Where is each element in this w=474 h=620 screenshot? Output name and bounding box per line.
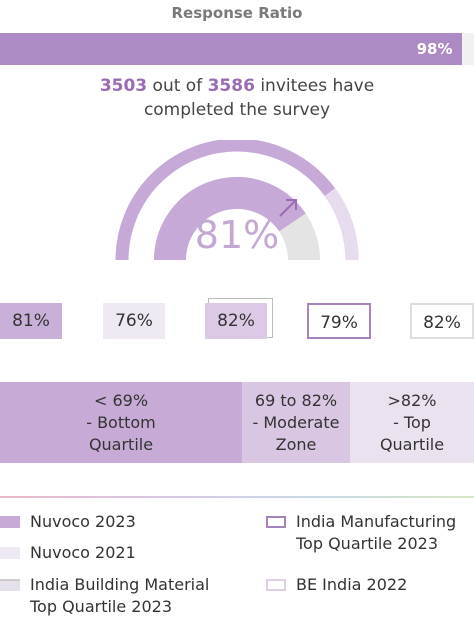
legend-label: India Manufacturing Top Quartile 2023 [296, 511, 456, 555]
band-text: - Moderate [252, 412, 340, 432]
band-text: - Bottom [86, 412, 156, 432]
band-text: Quartile [379, 434, 445, 454]
progress-label: 98% [416, 40, 453, 58]
band-text: 69 to 82% [254, 390, 338, 410]
summary-text: out of [152, 76, 203, 96]
band-text: < 69% [93, 390, 149, 410]
gauge: 81% [115, 140, 359, 261]
legend-swatch [0, 547, 20, 559]
legend-label: Nuvoco 2023 [30, 512, 136, 531]
invitees: 3586 [207, 76, 255, 96]
legend-label: Nuvoco 2021 [30, 543, 136, 562]
gauge-fill [154, 177, 306, 261]
summary-text: completed the survey [143, 100, 331, 120]
band-text: >82% [387, 390, 437, 410]
band-text: Quartile [88, 434, 154, 454]
band: 69 to 82% - Moderate Zone [242, 382, 350, 463]
score-box: 82% [205, 303, 267, 339]
progress-bar: 98% [0, 33, 465, 65]
legend-text: Top Quartile 2023 [30, 597, 173, 616]
summary-line: 3503 out of 3586 invitees have [0, 76, 474, 96]
legend-text: Top Quartile 2023 [296, 534, 439, 553]
gauge-outer-end [324, 188, 359, 261]
band: < 69% - Bottom Quartile [0, 382, 242, 463]
respondents: 3503 [99, 76, 148, 96]
legend-label: India Building Material Top Quartile 202… [30, 574, 209, 618]
band-text: - Top [393, 412, 431, 432]
legend-swatch [266, 516, 286, 528]
legend-swatch [266, 579, 286, 591]
score-box: 81% [0, 303, 62, 339]
legend-label: BE India 2022 [296, 575, 408, 594]
legend-swatch [0, 579, 20, 591]
title: Response Ratio [171, 4, 303, 22]
progress-track: 98% [0, 33, 465, 65]
progress-track-end [462, 33, 474, 65]
arrow-icon [279, 199, 297, 217]
band: >82% - Top Quartile [350, 382, 474, 463]
legend-text: India Manufacturing [296, 512, 457, 531]
legend-swatch [0, 516, 20, 528]
score-box: 76% [103, 303, 165, 339]
score-box: 79% [307, 303, 371, 339]
divider [0, 496, 474, 498]
summary-text: invitees have [260, 76, 375, 96]
gauge-label: 81% [195, 213, 279, 257]
band-text: Zone [275, 434, 317, 454]
score-box: 82% [410, 303, 474, 339]
legend-text: India Building Material [30, 575, 210, 594]
